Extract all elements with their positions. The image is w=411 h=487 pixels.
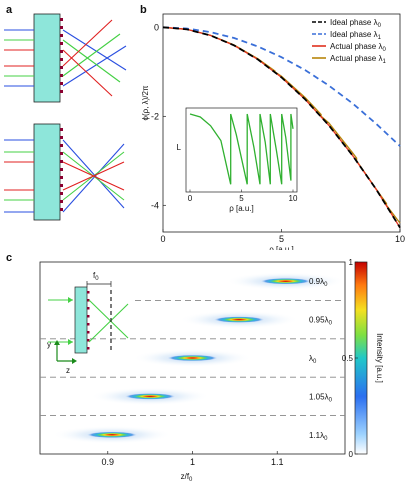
legend-label-3: Actual phase λ1: [330, 54, 386, 65]
meta-atom: [87, 291, 90, 294]
meta-atoms: [60, 18, 63, 93]
meta-atom: [87, 339, 90, 342]
panel-label-c: c: [6, 252, 13, 264]
colorbar-tick-label: 0: [349, 450, 354, 459]
legend-label-0: Ideal phase λ0: [330, 18, 382, 29]
inset-x-tick-label: 0: [188, 194, 193, 203]
focal-spot: [86, 431, 139, 438]
x-tick-label: 0.9: [102, 457, 115, 467]
inset-x-tick-label: 5: [239, 194, 244, 203]
incident-rays: [4, 29, 34, 87]
series-line-0: [162, 26, 401, 229]
focal-length-label: f0: [93, 271, 99, 282]
focal-label: 1.05λ0: [309, 392, 333, 403]
legend-label-2: Actual phase λ0: [330, 42, 386, 53]
bottom-metasurface-diagram: [4, 123, 125, 221]
colorbar-tick-label: 0.5: [342, 354, 354, 363]
meta-atom: [87, 347, 90, 350]
x-axis-label: z/f0: [181, 472, 193, 483]
colorbar-label: Intensity [a.u.]: [375, 333, 384, 383]
ray-arrowhead: [68, 297, 73, 303]
focal-spot: [213, 316, 266, 323]
y-axis-letter: y: [47, 340, 51, 349]
focal-spot: [166, 354, 219, 362]
metasurface-slab: [33, 123, 61, 221]
transmitted-ray: [88, 303, 129, 343]
y-tick-label: -2: [151, 111, 159, 121]
inset-x-axis-label: ρ [a.u.]: [229, 204, 254, 213]
top-metasurface-diagram: [4, 13, 127, 103]
panel-label-a: a: [6, 4, 13, 16]
meta-atoms: [60, 128, 63, 211]
inset-series-line: [189, 113, 294, 185]
inset-x-tick-label: 10: [289, 194, 298, 203]
phase-profile-chart: 0 5 10 0 -2 -4 ρ [a.u.] ϕ(ρ, λ)/2π Ideal phase λ…: [141, 13, 405, 250]
incident-rays: [4, 139, 34, 213]
panel-label-b: b: [140, 4, 147, 16]
colorbar-tick-label: 1: [349, 258, 354, 267]
series-line-1: [162, 26, 401, 147]
x-tick-label: 1: [190, 457, 195, 467]
focal-label: 0.95λ0: [309, 316, 333, 327]
meta-atom: [87, 323, 90, 326]
ray-arrowhead: [68, 339, 73, 345]
transmitted-rays: [62, 19, 127, 97]
legend-label-1: Ideal phase λ1: [330, 30, 382, 41]
y-axis-label: ϕ(ρ, λ)/2π: [141, 85, 150, 120]
focal-label: λ0: [309, 354, 317, 365]
focal-spot: [124, 393, 177, 400]
focal-label: 1.1λ0: [309, 431, 328, 442]
focal-label: 0.9λ0: [309, 277, 328, 288]
focal-spot: [259, 278, 312, 285]
meta-atom: [87, 299, 90, 302]
panel-a-schematic: [4, 13, 127, 221]
meta-atom: [87, 307, 90, 310]
meta-atom: [87, 331, 90, 334]
transmitted-rays: [62, 139, 125, 213]
x-tick-label: 1.1: [271, 457, 284, 467]
meta-atom: [87, 315, 90, 318]
inset-y-axis-label: L: [177, 143, 182, 152]
y-arrowhead: [54, 340, 60, 345]
z-axis-letter: z: [66, 366, 70, 375]
inset-frame: [185, 107, 298, 193]
panel-c-schematic: f0 y z: [47, 271, 129, 375]
x-tick-label: 0: [160, 234, 165, 244]
transmitted-ray: [88, 299, 129, 339]
x-tick-label: 5: [279, 234, 284, 244]
z-arrowhead: [72, 358, 77, 364]
x-axis-label: ρ [a.u.]: [269, 245, 294, 250]
x-tick-label: 10: [395, 234, 405, 244]
metasurface-slab: [74, 286, 88, 354]
y-tick-label: -4: [151, 200, 159, 210]
y-tick-label: 0: [154, 22, 159, 32]
